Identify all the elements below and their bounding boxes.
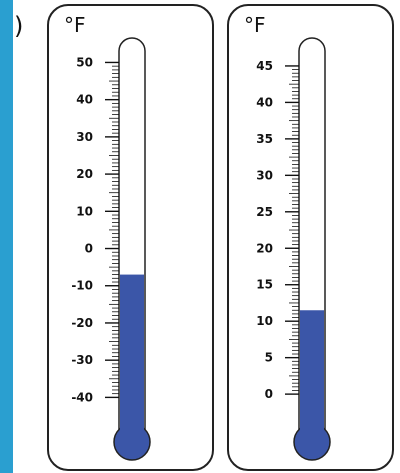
tick-label: 40 [256,95,273,109]
tick-label: 10 [76,204,93,218]
tick-label: 40 [76,93,93,107]
tick-label: -10 [71,279,93,293]
tick-label: 20 [256,241,273,255]
tick-label: 30 [76,130,93,144]
tick-label: 0 [85,242,93,256]
tick-label: 25 [256,205,273,219]
bulb-seam [120,422,144,430]
tick-label: 30 [256,168,273,182]
bulb-seam [300,422,324,430]
thermometer-right: °F 45 40 35 30 25 20 15 10 5 0 [227,4,394,471]
tick-label: 35 [256,132,273,146]
tick-label: 45 [256,59,273,73]
unit-label: °F [244,13,266,37]
thermometer-left: °F 50 40 30 20 10 0 -10 -20 -30 -40 [47,4,214,471]
tick-label: -20 [71,316,93,330]
tick-label: 50 [76,55,93,69]
tick-label: 10 [256,314,273,328]
tick-label: 15 [256,278,273,292]
tick-label: -40 [71,390,93,404]
mercury-column [120,274,144,442]
mercury-column [300,310,324,442]
tick-label: 20 [76,167,93,181]
left-accent-bar [0,0,13,473]
tick-label: -30 [71,353,93,367]
tick-label: 0 [265,387,273,401]
unit-label: °F [64,13,86,37]
tick-label: 5 [265,351,273,365]
closing-parenthesis: ) [14,12,24,40]
